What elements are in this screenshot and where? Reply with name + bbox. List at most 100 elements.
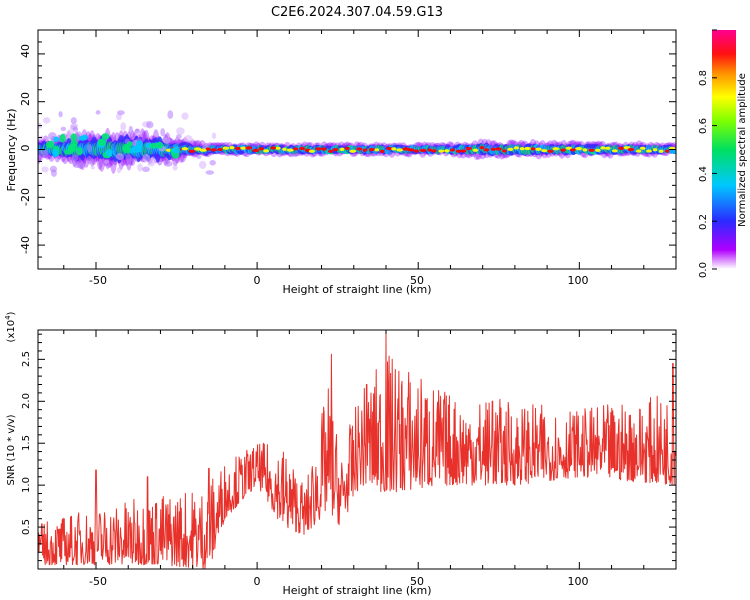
snr-scale-note: (x104) <box>4 311 17 342</box>
spectrogram-panel: -50 0 50 100 Height of straight line (km… <box>5 29 677 296</box>
spectrogram-peak <box>611 149 618 153</box>
spectrogram-peak <box>547 149 554 153</box>
spectrogram-clump <box>122 145 131 154</box>
spectrogram-outlier <box>86 155 92 165</box>
spectrogram-peak <box>479 145 485 150</box>
spectrogram-clump <box>106 149 113 157</box>
spectrogram-outlier <box>128 125 133 135</box>
spectrogram-peak <box>210 148 217 152</box>
spectrogram-peak <box>229 146 235 150</box>
spectrogram-clump <box>70 133 78 142</box>
spectrogram-outlier <box>120 122 127 131</box>
spectrogram-outlier <box>209 159 216 166</box>
spectrogram-outlier <box>162 137 171 144</box>
spectrogram-peak <box>658 149 664 153</box>
top-xtick-label-3: 50 <box>410 274 424 287</box>
spectrogram-clump <box>64 149 74 155</box>
spectrogram-outlier <box>66 129 75 136</box>
spectrogram-peak <box>513 146 520 150</box>
spectrogram-clump <box>52 148 59 158</box>
bottom-ytick-label-1: 0.5 <box>21 519 32 535</box>
spectrogram-peak <box>427 148 433 152</box>
colorbar-ticks <box>712 29 717 270</box>
spectrogram-peak <box>327 149 334 154</box>
top-yaxis-label: Frequency (Hz) <box>5 109 18 192</box>
spectrogram-outlier <box>125 154 133 163</box>
spectrogram-outlier <box>90 165 96 170</box>
snr-scale-exponent: 4 <box>4 315 12 320</box>
colorbar-tick-label-2: 0.2 <box>698 214 709 230</box>
spectrogram-peak <box>438 149 445 153</box>
bottom-xtick-label-1: -50 <box>89 575 107 588</box>
spectrogram-peak <box>245 146 253 150</box>
spectrogram-peak <box>321 147 327 151</box>
spectrogram-peak <box>286 148 294 152</box>
colorbar-tick-label-3: 0.4 <box>698 166 709 182</box>
colorbar-label: Normalized spectral amplitude <box>737 73 748 227</box>
spectrogram-peak <box>308 149 315 153</box>
spectrogram-peak <box>490 147 496 151</box>
snr-frame <box>37 329 677 570</box>
spectrogram-peak <box>356 147 363 151</box>
spectrogram-peak <box>386 146 393 151</box>
spectrogram-peak <box>604 146 611 150</box>
spectrogram-peak <box>594 148 601 152</box>
colorbar-tick-label-4: 0.6 <box>698 118 709 134</box>
spectrogram-clump <box>70 140 78 147</box>
spectrogram-outlier <box>117 167 122 174</box>
spectrogram-clump <box>136 144 143 153</box>
spectrogram-peak <box>380 149 385 153</box>
spectrogram-outlier <box>137 163 143 172</box>
spectrogram-outlier <box>147 161 155 167</box>
spectrogram-outlier <box>38 149 46 159</box>
spectrogram-outlier <box>42 117 51 124</box>
spectrogram-peak <box>368 147 375 152</box>
spectrogram-peak <box>362 148 368 152</box>
spectrogram-clump <box>97 138 107 147</box>
spectrogram-peak <box>530 147 536 151</box>
top-xaxis-label: Height of straight line (km) <box>282 283 431 296</box>
spectrogram-outlier <box>38 135 45 141</box>
spectrogram-peak <box>293 147 299 151</box>
bottom-yaxis-label: SNR (10 * v/v) <box>6 414 17 485</box>
spectrogram-outlier <box>115 153 125 160</box>
spectrogram-outlier <box>72 127 79 132</box>
top-xtick-label-4: 100 <box>568 274 589 287</box>
spectrogram-peak <box>252 148 260 153</box>
colorbar: 0.0 0.2 0.4 0.6 0.8 Normalized spectral … <box>698 29 748 278</box>
spectrogram-peak <box>181 147 189 151</box>
spectrogram-heatmap <box>38 110 676 177</box>
spectrogram-peak <box>552 147 560 151</box>
spectrogram-peak <box>575 146 583 151</box>
top-ytick-label-2: 20 <box>19 92 32 106</box>
spectrogram-outlier <box>58 111 63 118</box>
top-ytick-label-3: 0 <box>19 145 32 152</box>
spectrogram-peak <box>465 146 472 151</box>
spectrogram-outlier <box>176 133 182 139</box>
spectrogram-peak <box>582 148 588 152</box>
spectrogram-outlier <box>70 123 79 128</box>
spectrogram-outlier <box>167 110 174 119</box>
spectrogram-outlier <box>135 131 141 136</box>
bottom-xaxis-label: Height of straight line (km) <box>282 584 431 597</box>
spectrogram-peak <box>569 148 576 152</box>
spectrogram-peak <box>344 146 350 151</box>
spectrogram-peak <box>449 148 456 152</box>
svg-text:(x104): (x104) <box>4 311 17 342</box>
spectrogram-outlier <box>142 166 150 173</box>
spectrogram-peak <box>263 149 270 153</box>
spectrogram-outlier <box>183 135 193 143</box>
top-xtick-label-1: -50 <box>89 274 107 287</box>
spectrogram-peak <box>270 146 277 150</box>
spectrogram-peak <box>413 149 419 153</box>
spectrogram-peak <box>222 146 230 150</box>
spectrogram-clump <box>53 136 60 143</box>
spectrogram-peak <box>332 147 339 152</box>
spectrogram-peak <box>618 146 625 150</box>
spectrogram-outlier <box>104 159 110 164</box>
bottom-ytick-label-4: 2.0 <box>21 393 32 409</box>
spectrogram-outlier <box>95 110 101 115</box>
spectrogram-outlier <box>142 153 151 163</box>
top-xtick-label-2: 0 <box>254 274 261 287</box>
bottom-ytick-label-3: 1.5 <box>21 435 32 451</box>
